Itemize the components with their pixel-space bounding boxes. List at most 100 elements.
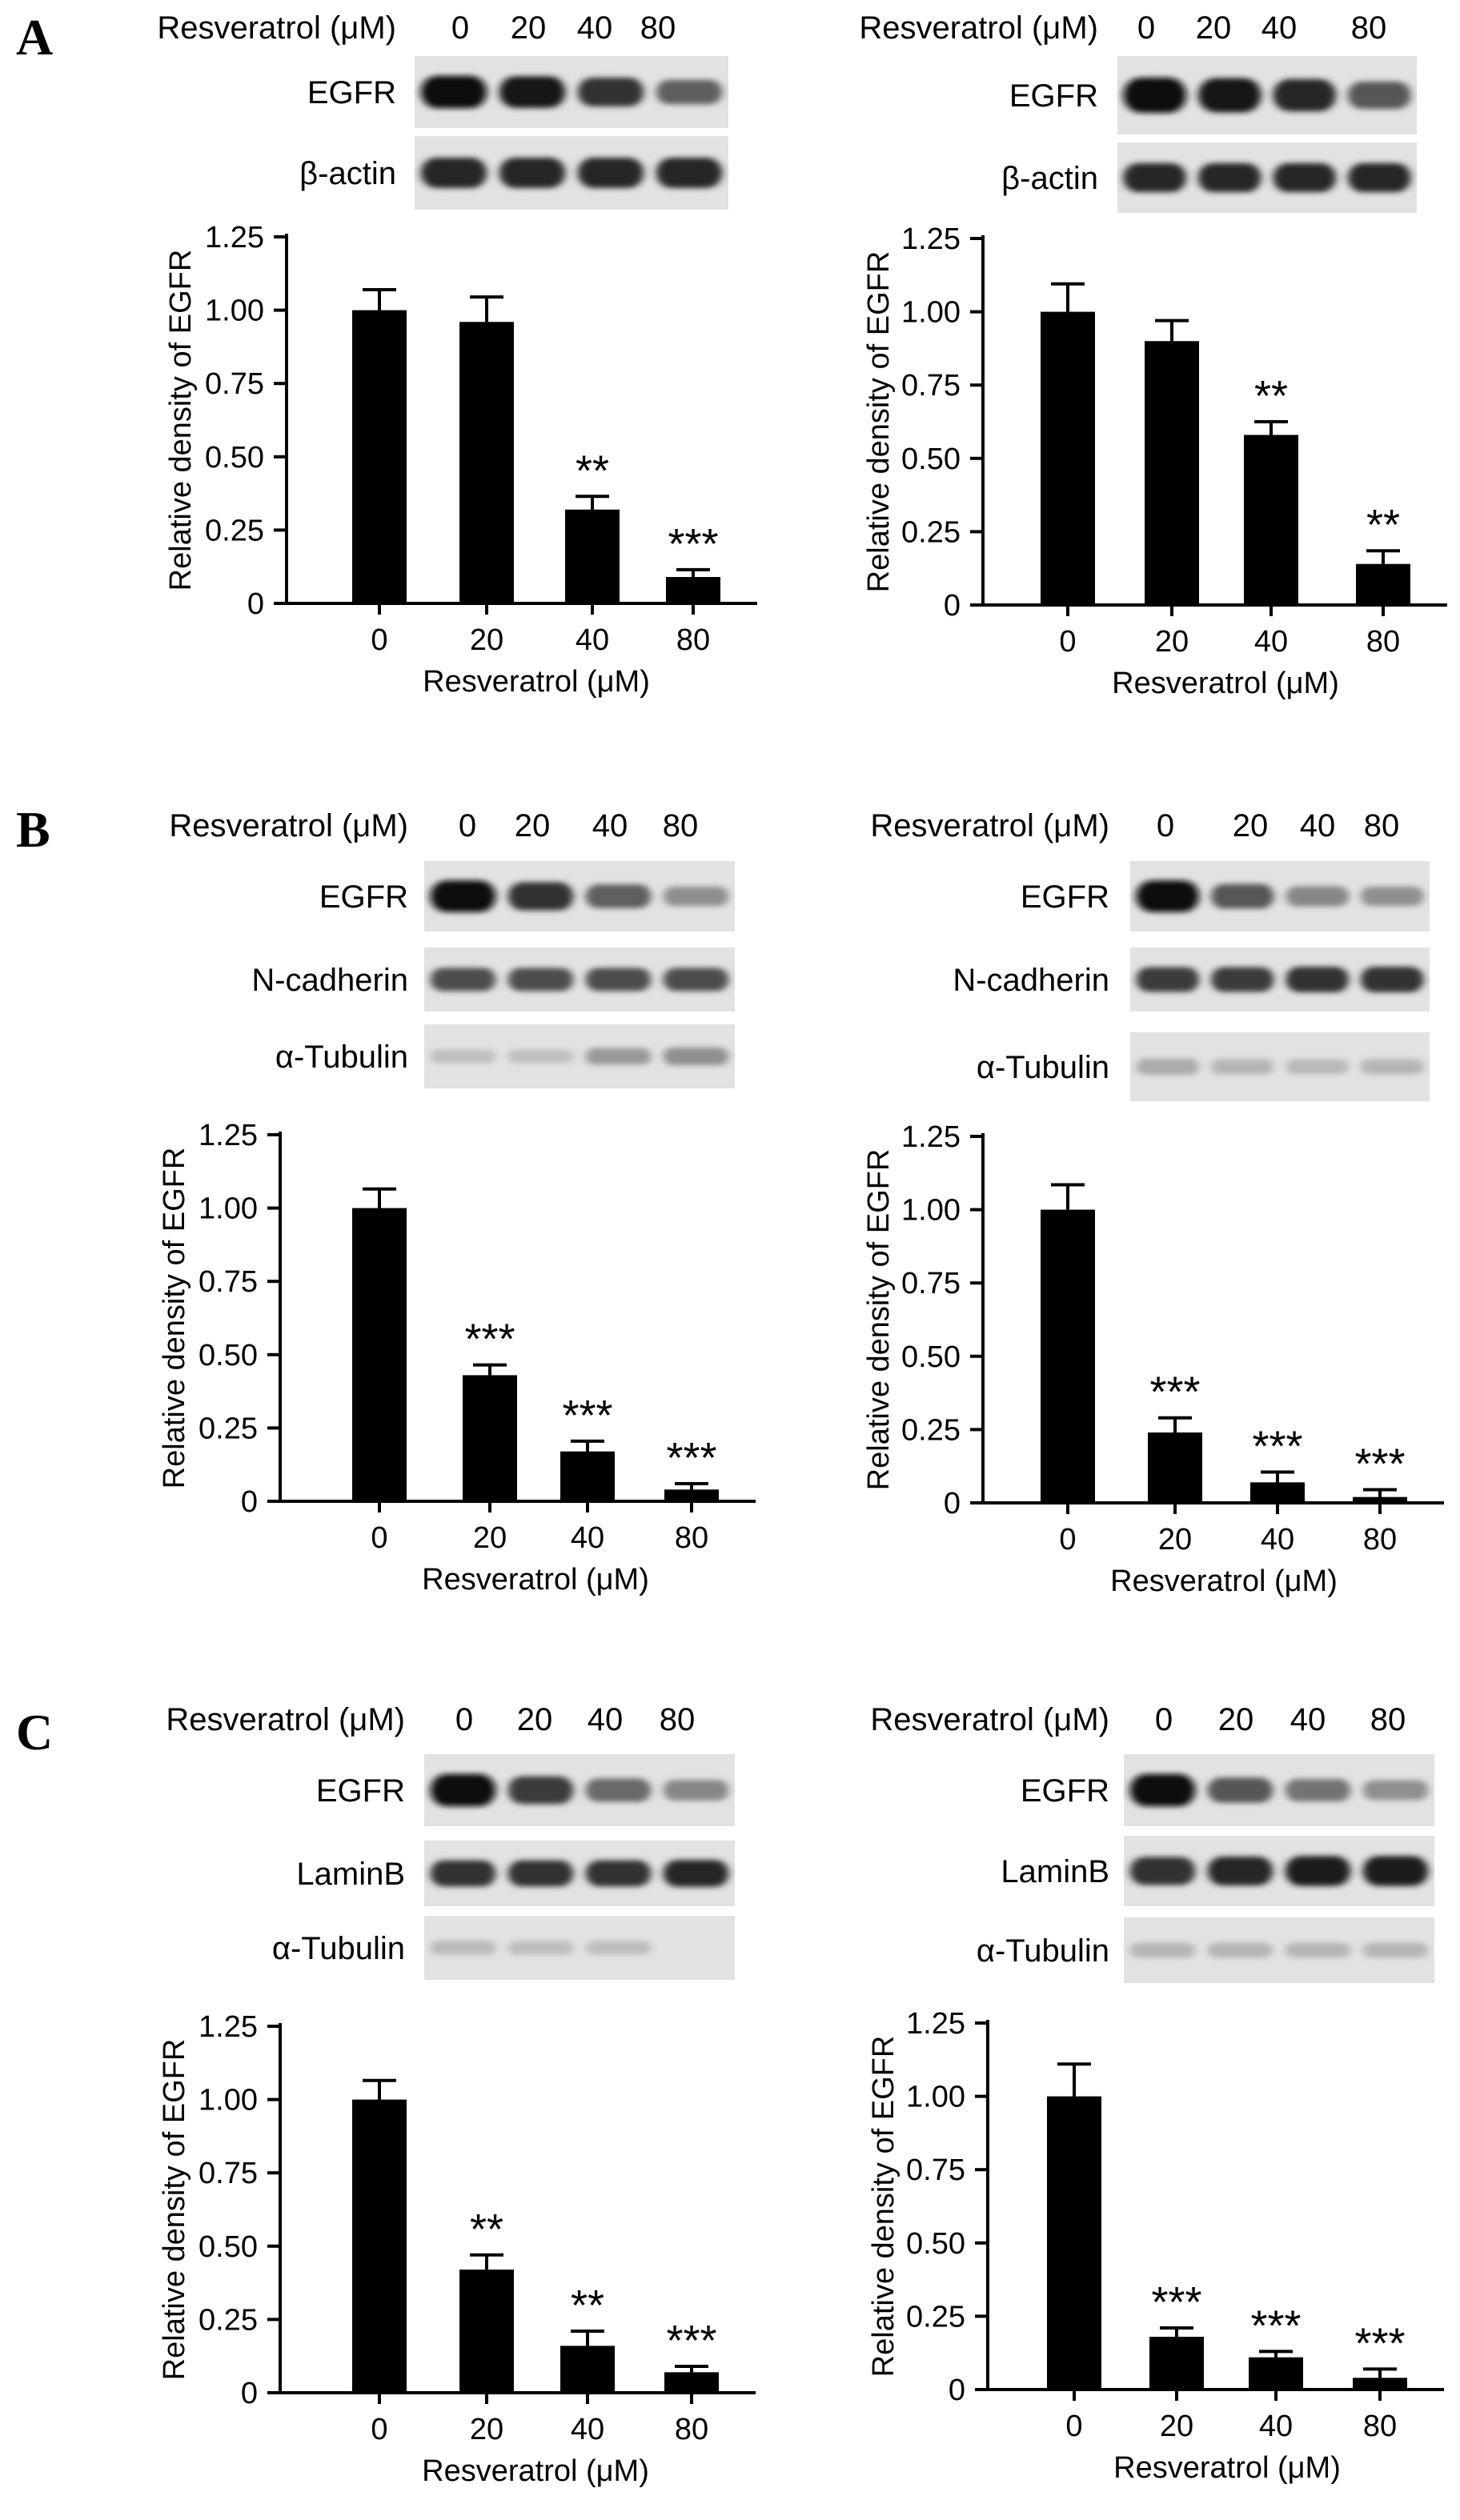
blot-band bbox=[663, 1048, 729, 1065]
blot-row-label: LaminB bbox=[296, 1857, 405, 1892]
blot-band bbox=[1210, 967, 1274, 992]
blot-row-label: α-Tubulin bbox=[977, 1050, 1109, 1085]
bar bbox=[459, 2270, 514, 2393]
x-tick-label: 20 bbox=[470, 623, 503, 657]
blot-band bbox=[507, 1776, 574, 1805]
significance-label: *** bbox=[1252, 1423, 1302, 1471]
panel-label-c: C bbox=[16, 1704, 53, 1761]
blot-dose-label: 0 bbox=[451, 10, 469, 46]
y-tick-label: 0.75 bbox=[205, 367, 264, 401]
x-tick-label: 0 bbox=[371, 623, 387, 657]
blot-band bbox=[585, 1778, 652, 1802]
x-tick-label: 0 bbox=[371, 2413, 387, 2446]
significance-label: *** bbox=[1149, 1368, 1200, 1416]
bar bbox=[560, 2346, 615, 2393]
blot-dose-label: 20 bbox=[517, 1702, 553, 1737]
y-tick-label: 1.25 bbox=[901, 1120, 961, 1154]
y-tick-label: 0.25 bbox=[199, 2303, 258, 2337]
blot-row-label: EGFR bbox=[1021, 879, 1109, 915]
blot-band bbox=[1286, 967, 1350, 992]
blot-dose-label: 0 bbox=[455, 1702, 473, 1737]
y-tick-label: 0 bbox=[944, 1487, 961, 1520]
y-axis-label: Relative density of EGFR bbox=[158, 1148, 191, 1489]
blot-band bbox=[663, 968, 729, 992]
blot-band bbox=[1123, 162, 1187, 193]
blot-dose-label: 80 bbox=[640, 10, 676, 46]
blot-dose-label: 0 bbox=[459, 808, 476, 843]
blot-dose-label: 40 bbox=[1290, 1702, 1326, 1737]
x-axis-label: Resveratrol (μM) bbox=[1113, 2451, 1341, 2485]
significance-label: *** bbox=[666, 1434, 716, 1482]
blot-dose-label: 80 bbox=[1370, 1702, 1406, 1737]
significance-label: *** bbox=[668, 520, 718, 568]
blot-dose-label: 0 bbox=[1137, 10, 1155, 46]
blot-band bbox=[1210, 883, 1274, 909]
blot-dose-label: 20 bbox=[1218, 1702, 1254, 1737]
blot-header-label: Resveratrol (μM) bbox=[166, 1702, 405, 1737]
blot-band bbox=[1285, 1942, 1351, 1958]
x-tick-label: 40 bbox=[1261, 1523, 1294, 1556]
x-tick-label: 0 bbox=[1059, 1523, 1076, 1556]
y-tick-label: 0 bbox=[944, 589, 961, 623]
bar bbox=[1047, 2096, 1101, 2390]
blot-4: Resveratrol (μM) 0 20 40 80 EGFR N-cadherin α-T… bbox=[870, 808, 1430, 1101]
y-tick-label: 0 bbox=[241, 1485, 258, 1519]
bar bbox=[1041, 1209, 1095, 1503]
y-tick-label: 1.00 bbox=[205, 294, 264, 328]
y-tick-label: 0.25 bbox=[901, 515, 961, 549]
bar bbox=[1250, 1482, 1305, 1503]
y-axis-label: Relative density of EGFR bbox=[158, 2039, 191, 2381]
blot-band bbox=[499, 76, 566, 108]
blot-band bbox=[663, 1780, 729, 1801]
y-tick-label: 1.25 bbox=[205, 221, 264, 254]
y-tick-label: 0.50 bbox=[199, 1339, 258, 1372]
significance-label: ** bbox=[470, 2206, 503, 2254]
x-axis-label: Resveratrol (μM) bbox=[422, 2454, 649, 2488]
x-tick-label: 20 bbox=[473, 1521, 507, 1555]
bar bbox=[1149, 2337, 1204, 2390]
blot-band bbox=[507, 1941, 574, 1955]
blot-band bbox=[1207, 1856, 1273, 1886]
x-tick-label: 80 bbox=[1366, 625, 1400, 659]
blot-dose-label: 40 bbox=[592, 808, 628, 843]
blot-dose-label: 40 bbox=[1300, 808, 1336, 843]
blot-dose-label: 80 bbox=[1364, 808, 1400, 843]
x-tick-label: 20 bbox=[470, 2413, 503, 2446]
blot-row-label: N-cadherin bbox=[953, 963, 1109, 998]
blot-dose-label: 0 bbox=[1157, 808, 1174, 843]
x-tick-label: 40 bbox=[1259, 2410, 1293, 2443]
blot-band bbox=[663, 886, 729, 907]
bar bbox=[463, 1375, 517, 1501]
blot-dose-label: 20 bbox=[1233, 808, 1269, 843]
blot-band bbox=[1362, 1780, 1429, 1801]
bar bbox=[1148, 1432, 1202, 1503]
x-tick-label: 40 bbox=[571, 2413, 604, 2446]
x-tick-label: 20 bbox=[1158, 1523, 1192, 1556]
blot-band bbox=[585, 1860, 652, 1887]
blot-band bbox=[585, 968, 652, 992]
significance-label: *** bbox=[562, 1392, 612, 1440]
y-tick-label: 1.25 bbox=[901, 222, 961, 256]
blot-band bbox=[430, 1941, 496, 1955]
blot-band bbox=[577, 158, 644, 188]
blot-band bbox=[1286, 1059, 1350, 1075]
blot-band bbox=[430, 1860, 496, 1887]
blot-band bbox=[507, 968, 574, 992]
blot-band bbox=[1207, 1942, 1273, 1958]
x-tick-label: 40 bbox=[1254, 625, 1288, 659]
blot-header-label: Resveratrol (μM) bbox=[870, 808, 1109, 843]
significance-label: *** bbox=[1354, 1440, 1405, 1488]
y-tick-label: 0 bbox=[241, 2377, 258, 2410]
x-tick-label: 0 bbox=[1059, 625, 1076, 659]
significance-label: ** bbox=[1254, 372, 1288, 420]
blot-row-label: LaminB bbox=[1001, 1854, 1109, 1889]
y-tick-label: 1.00 bbox=[199, 2084, 258, 2117]
significance-label: ** bbox=[1366, 501, 1400, 549]
blot-band bbox=[507, 882, 574, 911]
blot-band bbox=[1129, 1857, 1196, 1885]
y-tick-label: 1.25 bbox=[199, 1119, 258, 1152]
